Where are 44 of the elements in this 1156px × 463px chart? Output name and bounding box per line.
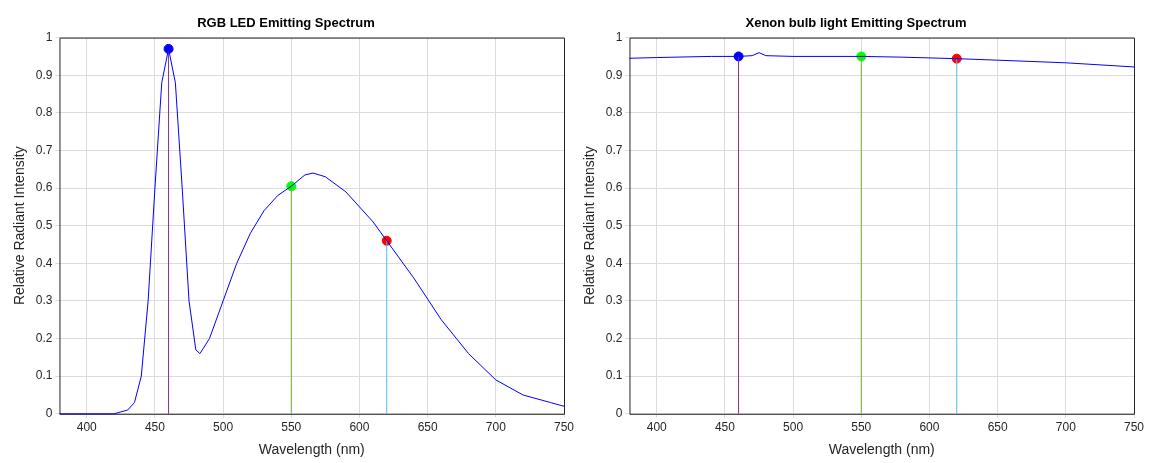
y-tick-label: 0.6: [605, 180, 623, 195]
x-tick-label: 450: [714, 420, 736, 435]
y-tick-label: 1: [615, 29, 623, 44]
y-tick-label: 0.1: [605, 368, 623, 383]
y-tick-label: 0.6: [35, 180, 53, 195]
x-tick-label: 750: [553, 420, 575, 435]
y-tick-label: 0.3: [35, 293, 53, 308]
x-tick-label: 600: [919, 420, 940, 435]
chart-title: Xenon bulb light Emitting Spectrum: [745, 15, 967, 31]
y-tick-label: 0.8: [35, 105, 53, 120]
y-tick-label: 0.1: [35, 368, 53, 383]
y-axis-title: Relative Radiant Intensity: [11, 146, 28, 306]
y-tick-label: 0.9: [605, 67, 623, 82]
y-tick-label: 0.9: [35, 67, 53, 82]
x-tick-label: 500: [213, 420, 234, 435]
y-axis-title: Relative Radiant Intensity: [581, 146, 598, 306]
x-axis-title: Wavelength (nm): [828, 441, 935, 458]
y-tick-label: 1: [45, 29, 53, 44]
x-tick-label: 650: [417, 420, 438, 435]
y-tick-label: 0.4: [35, 255, 53, 270]
y-tick-label: 0: [45, 406, 53, 421]
y-tick-label: 0: [615, 406, 623, 421]
y-tick-label: 0.2: [605, 330, 623, 345]
y-tick-label: 0.2: [35, 330, 53, 345]
y-tick-label: 0.7: [35, 142, 53, 157]
x-tick-label: 400: [76, 420, 98, 435]
x-tick-label: 450: [144, 420, 166, 435]
x-tick-label: 700: [1055, 420, 1077, 435]
y-tick-label: 0.5: [605, 218, 623, 233]
y-tick-label: 0.3: [605, 293, 623, 308]
y-tick-label: 0.4: [605, 255, 623, 270]
x-tick-label: 650: [987, 420, 1008, 435]
chart-title: RGB LED Emitting Spectrum: [197, 15, 375, 31]
y-tick-label: 0.5: [35, 218, 53, 233]
x-tick-label: 750: [1123, 420, 1145, 435]
y-tick-label: 0.7: [605, 142, 623, 157]
x-tick-label: 700: [485, 420, 507, 435]
y-tick-label: 0.8: [605, 105, 623, 120]
x-tick-label: 500: [783, 420, 804, 435]
x-axis-title: Wavelength (nm): [258, 441, 365, 458]
x-tick-label: 550: [281, 420, 302, 435]
x-tick-label: 400: [646, 420, 668, 435]
x-tick-label: 600: [349, 420, 370, 435]
x-tick-label: 550: [851, 420, 872, 435]
